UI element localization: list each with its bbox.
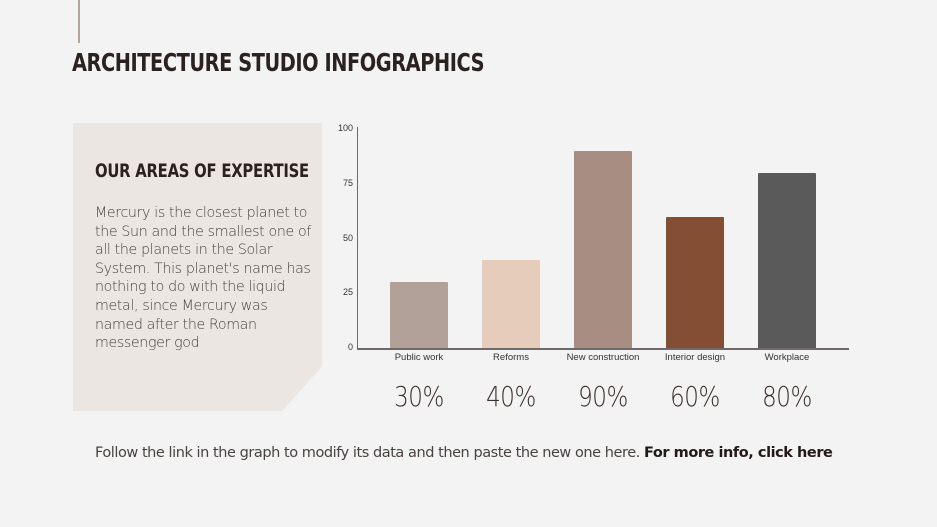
page-title: ARCHITECTURE STUDIO INFOGRAPHICS: [72, 48, 485, 77]
percentage-value: 60%: [670, 380, 720, 413]
y-tick-label: 25: [342, 287, 353, 298]
x-tick-label: New construction: [566, 352, 640, 363]
y-axis: [357, 127, 358, 349]
y-tick-label: 100: [337, 123, 353, 133]
percentage-value: 80%: [762, 380, 812, 413]
more-info-link[interactable]: For more info, click here: [643, 445, 833, 461]
card-body: Mercury is the closest planet to the Sun…: [95, 205, 312, 352]
footer-text: Follow the link in the graph to modify i…: [95, 445, 644, 461]
bar-chart[interactable]: 0 25 50 75 100 Public work Reforms New construc…: [330, 115, 860, 375]
y-tick-label: 75: [342, 177, 353, 188]
x-axis: [357, 348, 849, 350]
bar-interior-design[interactable]: [666, 216, 724, 348]
bar-new-construction[interactable]: [574, 150, 632, 348]
card-heading: OUR AREAS OF EXPERTISE: [95, 160, 309, 182]
bar-workplace[interactable]: [758, 172, 816, 348]
y-tick-label: 0: [347, 342, 353, 352]
bar-reforms[interactable]: [482, 260, 540, 348]
percentage-value: 30%: [394, 380, 444, 413]
x-tick-label: Workplace: [764, 352, 810, 363]
percentage-value: 40%: [486, 380, 536, 413]
bar-public-work[interactable]: [390, 282, 448, 348]
footer-note: Follow the link in the graph to modify i…: [95, 445, 833, 461]
x-tick-label: Interior design: [664, 352, 726, 363]
expertise-card: OUR AREAS OF EXPERTISE Mercury is the cl…: [73, 123, 322, 411]
percentage-value: 90%: [578, 380, 628, 413]
x-tick-label: Reforms: [493, 352, 529, 363]
y-tick-label: 50: [342, 232, 353, 243]
accent-line: [78, 0, 80, 43]
x-tick-label: Public work: [394, 352, 444, 363]
